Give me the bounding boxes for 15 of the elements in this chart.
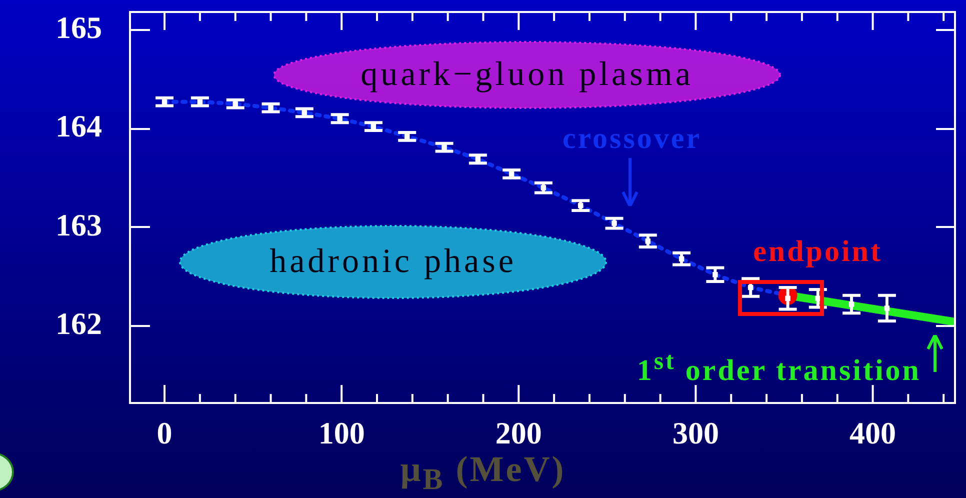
annotation: 1$^{st}$ order transition <box>636 348 921 388</box>
x-tick-label: 400 <box>850 416 896 451</box>
annotation: crossover <box>562 122 702 156</box>
x-tick-label: 100 <box>318 416 365 451</box>
annotation: endpoint <box>753 235 882 270</box>
y-tick-label: 163 <box>56 207 102 242</box>
y-tick-label: 164 <box>56 108 102 144</box>
x-tick-label: 300 <box>672 416 719 451</box>
x-tick-label: 200 <box>495 416 542 451</box>
y-tick-label: 165 <box>56 10 102 45</box>
x-axis-title: μ$_{B}$ (MeV) <box>400 449 566 496</box>
annotation: hadronic phase <box>270 243 516 281</box>
annotation: quark−gluon plasma <box>360 56 694 94</box>
x-tick-label: 0 <box>156 416 172 451</box>
y-tick-label: 162 <box>56 306 102 341</box>
